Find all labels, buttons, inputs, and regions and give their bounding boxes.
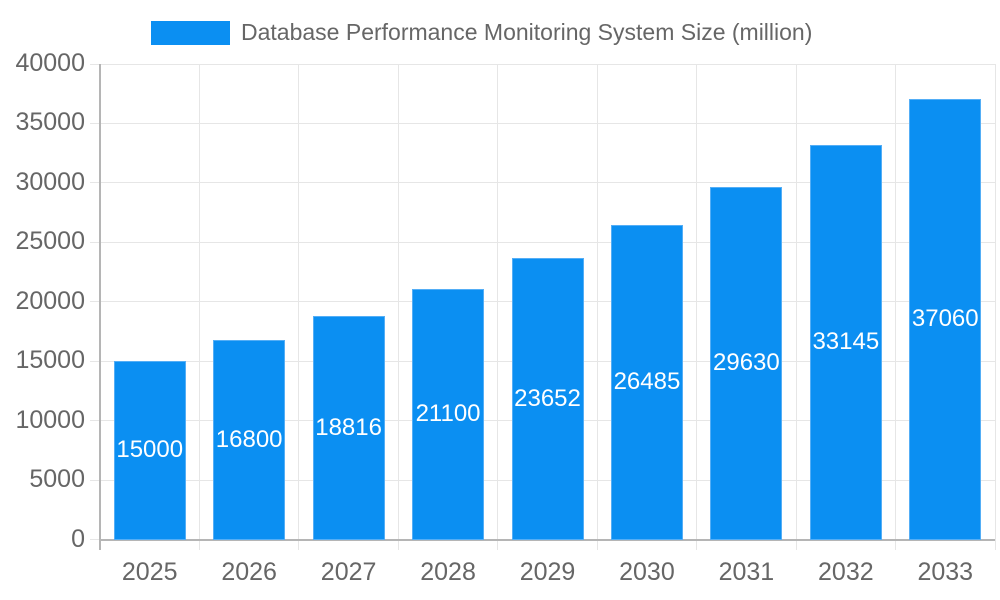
gridline-vertical — [198, 64, 200, 550]
y-tick-label: 20000 — [15, 286, 85, 315]
bar-value-label: 37060 — [911, 305, 979, 333]
gridline-vertical — [497, 64, 499, 550]
gridline-vertical — [994, 64, 996, 550]
bar[interactable] — [213, 339, 286, 540]
bar-value-label: 26485 — [613, 368, 681, 396]
x-tick-label: 2031 — [718, 558, 775, 586]
y-tick-label: 15000 — [15, 346, 85, 375]
x-tick-label: 2032 — [818, 558, 874, 586]
bar-value-label: 16800 — [215, 425, 283, 453]
y-axis-line — [98, 64, 101, 550]
bar[interactable] — [511, 258, 584, 540]
bar-value-label: 23652 — [514, 384, 581, 412]
bar-value-label: 29630 — [713, 349, 780, 377]
bar[interactable] — [710, 187, 783, 540]
bar[interactable] — [312, 315, 385, 540]
x-tick-label: 2029 — [519, 558, 576, 586]
y-tick-label: 30000 — [15, 167, 85, 196]
x-tick-label: 2030 — [619, 558, 675, 586]
bar-value-label: 15000 — [116, 436, 184, 464]
y-tick-label: 40000 — [15, 48, 85, 77]
x-tick-label: 2033 — [917, 558, 974, 586]
gridline-vertical — [596, 64, 598, 550]
bar[interactable] — [412, 288, 485, 540]
gridline-vertical — [397, 64, 399, 550]
bar-value-label: 33145 — [812, 328, 880, 356]
gridline-vertical — [895, 64, 897, 550]
gridline-vertical — [795, 64, 797, 550]
bar[interactable] — [909, 98, 982, 540]
y-tick-label: 10000 — [15, 405, 85, 434]
gridline-horizontal — [90, 63, 995, 65]
y-tick-label: 5000 — [29, 464, 85, 493]
bar[interactable] — [809, 145, 882, 540]
bar-value-label: 21100 — [415, 400, 481, 428]
legend[interactable]: Database Performance Monitoring System S… — [151, 19, 812, 46]
x-tick-label: 2025 — [121, 558, 178, 586]
y-tick-label: 25000 — [15, 227, 85, 256]
y-tick-label: 0 — [71, 524, 85, 553]
bar[interactable] — [610, 224, 683, 540]
gridline-vertical — [696, 64, 698, 550]
gridline-horizontal — [90, 182, 995, 184]
y-tick-label: 35000 — [15, 108, 85, 137]
legend-swatch — [151, 20, 230, 45]
legend-label: Database Performance Monitoring System S… — [241, 19, 813, 45]
bar[interactable] — [113, 361, 186, 540]
x-tick-label: 2028 — [420, 558, 476, 586]
bar-value-label: 18816 — [315, 413, 382, 441]
gridline-horizontal — [90, 122, 995, 124]
gridline-horizontal — [90, 241, 995, 243]
x-tick-label: 2027 — [320, 558, 377, 586]
gridline-vertical — [298, 64, 300, 550]
x-tick-label: 2026 — [221, 558, 277, 586]
